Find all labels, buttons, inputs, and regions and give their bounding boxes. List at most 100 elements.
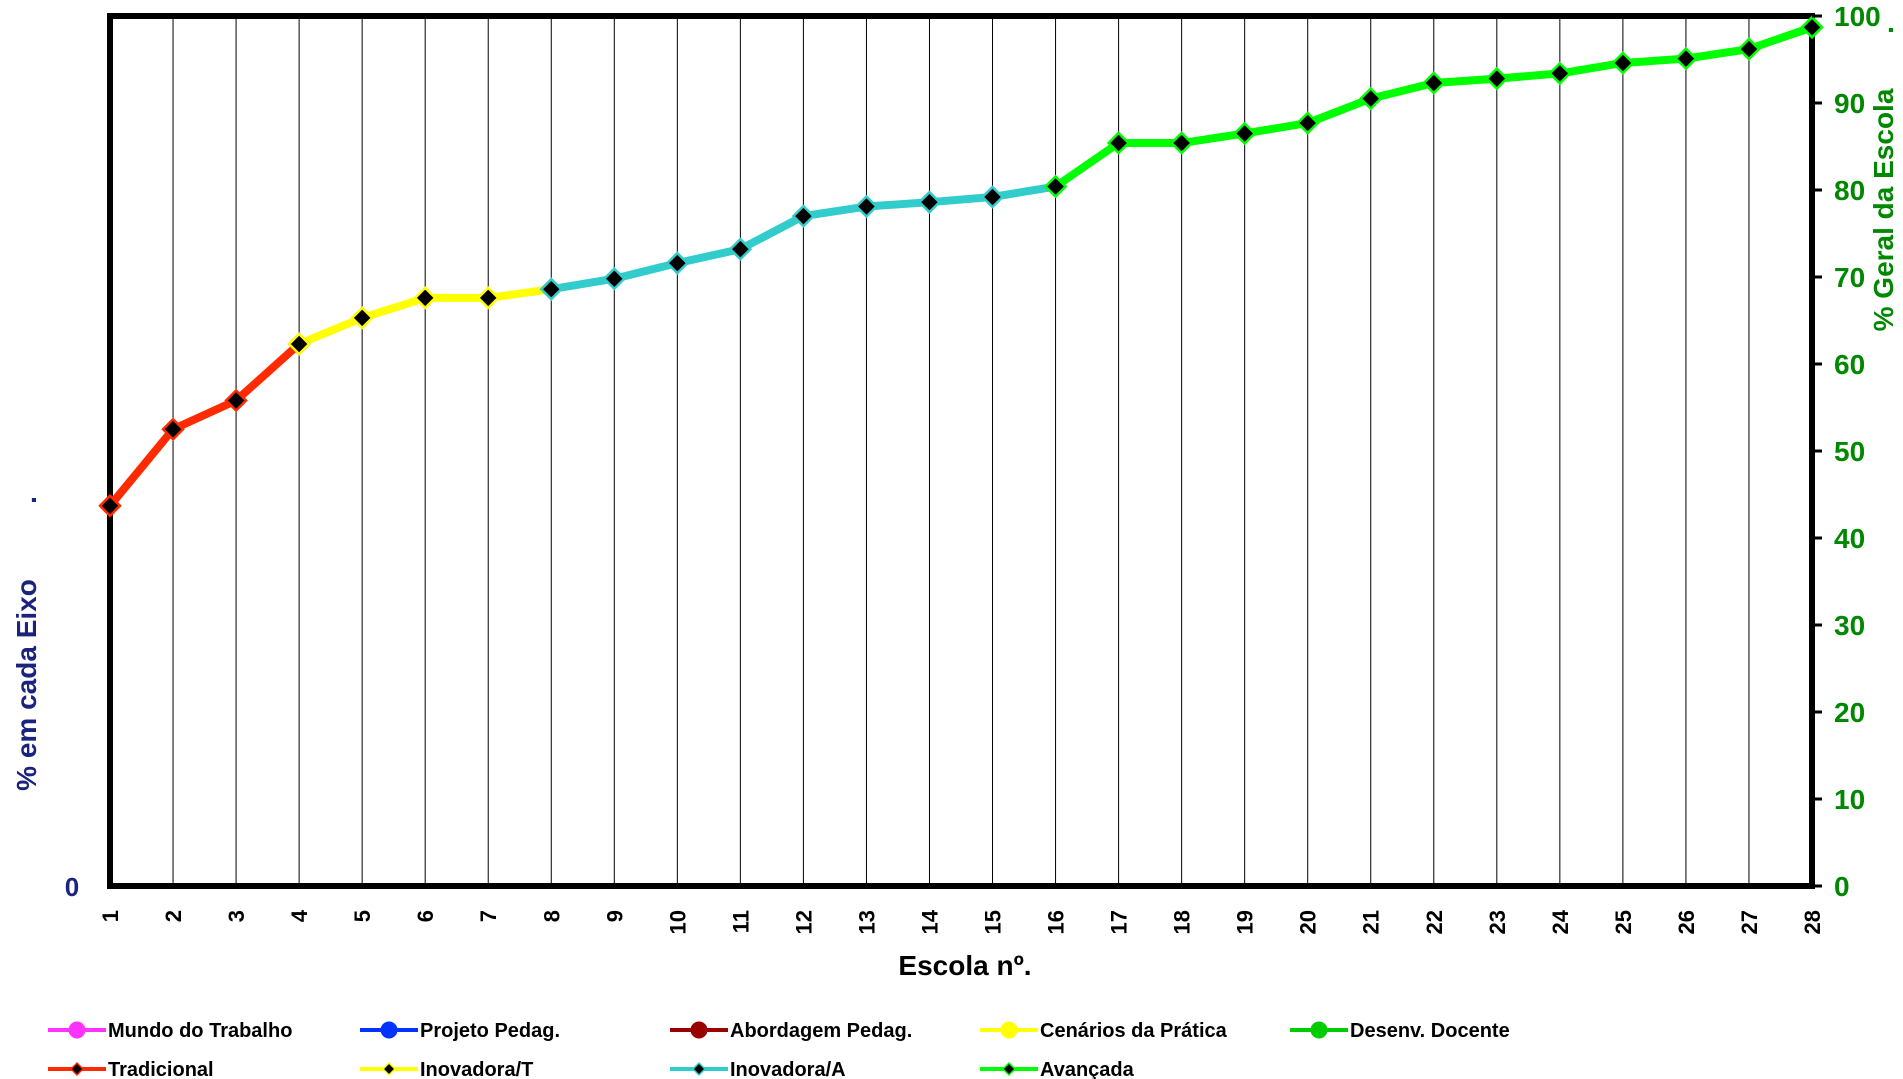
left-axis-title: % em cada Eixo xyxy=(11,579,42,791)
x-tick-label: 26 xyxy=(1674,910,1699,934)
legend-marker xyxy=(1001,1061,1017,1077)
right-axis-tick-labels: 0 10 20 30 40 50 60 70 80 90 100 xyxy=(1812,1,1881,902)
right-axis-tick-label: 80 xyxy=(1834,175,1865,206)
legend-marker xyxy=(690,1021,708,1039)
series-markers xyxy=(98,15,1824,518)
right-axis-title-dot: . xyxy=(1868,26,1899,34)
x-tick-label: 14 xyxy=(917,909,942,934)
x-tick-label: 12 xyxy=(791,910,816,934)
legend-label: Desenv. Docente xyxy=(1350,1020,1510,1042)
x-tick-label: 21 xyxy=(1359,910,1384,934)
data-point xyxy=(1422,71,1446,95)
x-tick-label: 22 xyxy=(1422,910,1447,934)
right-axis-tick-label: 0 xyxy=(1834,871,1850,902)
data-point xyxy=(1737,37,1761,61)
x-tick-label: 15 xyxy=(981,910,1006,934)
legend-entry: Inovadora/T xyxy=(360,1059,533,1079)
x-tick-label: 25 xyxy=(1611,910,1636,934)
data-point xyxy=(413,286,437,310)
data-point xyxy=(980,185,1005,209)
data-point xyxy=(1674,46,1698,71)
x-tick-label: 16 xyxy=(1044,910,1069,934)
legend-label: Inovadora/A xyxy=(730,1059,846,1079)
legend-marker xyxy=(68,1021,86,1039)
data-point xyxy=(287,332,311,356)
data-point xyxy=(791,204,816,228)
data-point xyxy=(539,277,564,301)
legend-marker xyxy=(381,1061,397,1077)
right-axis-tick-label: 20 xyxy=(1834,697,1865,728)
right-axis-tick-label: 90 xyxy=(1834,88,1865,119)
x-tick-label: 1 xyxy=(98,910,123,922)
data-point xyxy=(917,190,942,214)
legend-entry: Projeto Pedag. xyxy=(360,1020,560,1042)
legend-label: Abordagem Pedag. xyxy=(730,1020,912,1042)
legend-entry: Desenv. Docente xyxy=(1290,1020,1510,1042)
legend: Mundo do Trabalho Projeto Pedag. Abordagem… xyxy=(48,1020,1510,1079)
vertical-gridlines xyxy=(172,16,1750,886)
x-tick-labels: 1 2 3 4 5 6 7 8 9 10 11 12 13 14 15 16 17 18 19 20 21 22 23 24 2… xyxy=(98,909,1825,934)
right-axis-tick-label: 40 xyxy=(1834,523,1865,554)
legend-label: Tradicional xyxy=(108,1059,214,1079)
data-point xyxy=(1611,51,1635,75)
x-tick-label: 23 xyxy=(1485,910,1510,934)
x-tick-label: 7 xyxy=(476,910,501,922)
data-point xyxy=(1106,131,1131,155)
x-tick-label: 28 xyxy=(1800,910,1825,934)
legend-label: Cenários da Prática xyxy=(1040,1020,1228,1042)
x-tick-label: 2 xyxy=(161,910,186,922)
legend-entry: Abordagem Pedag. xyxy=(670,1020,912,1042)
data-point xyxy=(224,388,248,413)
x-tick-label: 27 xyxy=(1737,910,1762,934)
data-point xyxy=(1295,111,1320,135)
data-point xyxy=(665,251,690,275)
right-axis-tick-label: 50 xyxy=(1834,436,1865,467)
data-point xyxy=(602,266,627,291)
right-axis-tick-label: 60 xyxy=(1834,349,1865,380)
data-point xyxy=(350,306,374,330)
data-point xyxy=(1169,131,1194,155)
legend-entry: Tradicional xyxy=(48,1059,214,1079)
right-axis-tick-label: 70 xyxy=(1834,262,1865,293)
x-tick-label: 17 xyxy=(1107,910,1132,934)
plot-frame xyxy=(107,13,1815,889)
data-point xyxy=(1232,121,1257,146)
legend-entry: Inovadora/A xyxy=(670,1059,846,1079)
data-point xyxy=(1043,174,1068,199)
series-lines xyxy=(106,23,1816,510)
right-axis-tick-label: 100 xyxy=(1834,1,1881,32)
data-point xyxy=(728,237,753,261)
x-tick-label: 5 xyxy=(350,910,375,922)
legend-entry: Avançada xyxy=(980,1059,1135,1079)
series-line xyxy=(106,339,304,510)
x-tick-label: 19 xyxy=(1233,910,1258,934)
x-tick-label: 4 xyxy=(287,909,312,922)
legend-marker xyxy=(69,1061,85,1077)
legend-marker xyxy=(1310,1021,1328,1039)
legend-label: Projeto Pedag. xyxy=(420,1020,560,1042)
legend-label: Avançada xyxy=(1040,1059,1135,1079)
legend-label: Inovadora/T xyxy=(420,1059,533,1079)
data-point xyxy=(1800,15,1824,40)
right-axis-title: % Geral da Escola xyxy=(1868,88,1899,331)
legend-marker xyxy=(1000,1021,1018,1039)
left-axis-title-dot: . xyxy=(11,496,42,504)
legend-marker xyxy=(691,1061,707,1077)
data-point xyxy=(1548,61,1572,86)
x-tick-label: 13 xyxy=(854,910,879,934)
x-tick-label: 8 xyxy=(539,910,564,922)
x-tick-label: 24 xyxy=(1548,909,1573,934)
left-axis-tick-label: 0 xyxy=(65,872,79,902)
x-tick-label: 10 xyxy=(665,910,690,934)
x-tick-label: 20 xyxy=(1296,910,1321,934)
x-tick-label: 3 xyxy=(224,910,249,922)
data-point xyxy=(1485,66,1509,91)
data-point xyxy=(1358,86,1383,111)
legend-label: Mundo do Trabalho xyxy=(108,1020,292,1042)
right-axis-tick-label: 10 xyxy=(1834,784,1865,815)
x-tick-label: 9 xyxy=(602,910,627,922)
data-point xyxy=(98,494,122,518)
right-axis-tick-label: 30 xyxy=(1834,610,1865,641)
x-axis-title: Escola nº. xyxy=(898,950,1031,981)
x-tick-label: 6 xyxy=(413,910,438,922)
